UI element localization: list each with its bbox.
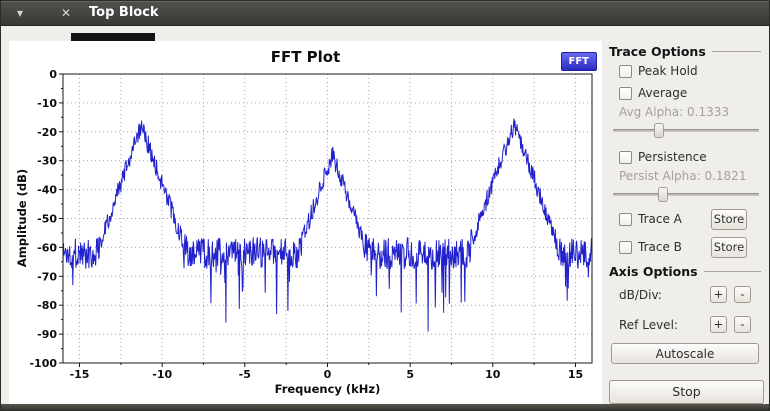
peak-hold-label: Peak Hold xyxy=(638,64,698,78)
svg-text:0: 0 xyxy=(324,368,332,381)
axis-options-header: Axis Options xyxy=(609,263,761,279)
trace-b-checkbox-row[interactable]: Trace B xyxy=(619,240,682,254)
autoscale-button[interactable]: Autoscale xyxy=(611,343,759,364)
average-checkbox[interactable] xyxy=(619,86,632,100)
svg-text:10: 10 xyxy=(485,368,501,381)
db-div-row: dB/Div: + - xyxy=(619,285,763,305)
ref-level-decrease-button[interactable]: - xyxy=(734,316,751,333)
fft-plot-canvas[interactable]: -15 -10 -5 0 5 10 150-10-20-30-40-50-60-70-80-… xyxy=(9,41,602,404)
ref-level-row: Ref Level: + - xyxy=(619,315,763,335)
trace-a-label: Trace A xyxy=(638,212,682,226)
window-bottom-border xyxy=(1,404,769,410)
svg-text:-10: -10 xyxy=(37,97,57,110)
slider-groove xyxy=(613,193,759,196)
svg-text:-10: -10 xyxy=(152,368,172,381)
window-title: Top Block xyxy=(89,5,159,20)
top-dark-strip xyxy=(71,33,155,42)
svg-text:-70: -70 xyxy=(37,270,57,283)
avg-alpha-slider[interactable] xyxy=(613,123,759,138)
stop-button[interactable]: Stop xyxy=(609,380,764,404)
slider-handle[interactable] xyxy=(658,187,668,202)
peak-hold-checkbox-row[interactable]: Peak Hold xyxy=(619,63,698,79)
ref-level-label: Ref Level: xyxy=(619,318,678,332)
svg-text:-15: -15 xyxy=(70,368,90,381)
svg-text:-60: -60 xyxy=(37,241,57,254)
average-label: Average xyxy=(638,86,688,100)
trace-a-store-button[interactable]: Store xyxy=(711,209,747,230)
window-menu-icon[interactable]: ▾ xyxy=(16,6,24,20)
svg-text:-90: -90 xyxy=(37,328,57,341)
svg-text:-50: -50 xyxy=(37,213,57,226)
svg-text:-30: -30 xyxy=(37,155,57,168)
persistence-checkbox-row[interactable]: Persistence xyxy=(619,149,707,165)
axis-options-title: Axis Options xyxy=(609,263,698,279)
db-div-increase-button[interactable]: + xyxy=(710,286,727,303)
persistence-label: Persistence xyxy=(638,150,707,164)
y-axis-label: Amplitude (dB) xyxy=(15,168,29,268)
persistence-checkbox[interactable] xyxy=(619,150,632,164)
slider-groove xyxy=(613,129,759,132)
close-icon[interactable]: ✕ xyxy=(60,6,72,20)
trace-options-header: Trace Options xyxy=(609,43,761,59)
plot-title: FFT Plot xyxy=(270,48,341,66)
peak-hold-checkbox[interactable] xyxy=(619,64,632,78)
average-checkbox-row[interactable]: Average xyxy=(619,85,687,101)
tab-fft[interactable]: FFT xyxy=(560,52,597,71)
control-panel: Trace Options Peak Hold Average Avg Alph… xyxy=(609,43,763,375)
persist-alpha-slider[interactable] xyxy=(613,187,759,202)
trace-b-row: Trace B Store xyxy=(619,237,763,259)
db-div-decrease-button[interactable]: - xyxy=(734,286,751,303)
svg-text:15: 15 xyxy=(568,368,583,381)
trace-a-checkbox-row[interactable]: Trace A xyxy=(619,212,682,226)
x-axis-label: Frequency (kHz) xyxy=(274,382,381,396)
persist-alpha-label: Persist Alpha: 0.1821 xyxy=(619,169,747,183)
trace-a-row: Trace A Store xyxy=(619,209,763,231)
slider-handle[interactable] xyxy=(654,123,664,138)
trace-options-title: Trace Options xyxy=(609,43,706,59)
trace-b-checkbox[interactable] xyxy=(619,240,632,254)
svg-text:-100: -100 xyxy=(29,357,57,370)
fft-plot-widget: FFT Plot FFT -15 -10 -5 0 5 10 15 0 -10 -20 -30 -40… xyxy=(9,41,602,404)
trace-b-label: Trace B xyxy=(638,240,682,254)
svg-text:-40: -40 xyxy=(37,184,57,197)
svg-text:0: 0 xyxy=(49,68,57,81)
titlebar[interactable]: ▾ ✕ Top Block xyxy=(1,1,769,26)
svg-text:-80: -80 xyxy=(37,299,57,312)
trace-b-store-button[interactable]: Store xyxy=(711,237,747,258)
trace-a-checkbox[interactable] xyxy=(619,212,632,226)
header-divider xyxy=(711,50,761,52)
svg-text:5: 5 xyxy=(406,368,414,381)
ref-level-increase-button[interactable]: + xyxy=(710,316,727,333)
db-div-label: dB/Div: xyxy=(619,288,662,302)
avg-alpha-label: Avg Alpha: 0.1333 xyxy=(619,105,730,119)
header-divider xyxy=(703,270,761,272)
svg-text:-5: -5 xyxy=(239,368,251,381)
svg-text:-20: -20 xyxy=(37,126,57,139)
